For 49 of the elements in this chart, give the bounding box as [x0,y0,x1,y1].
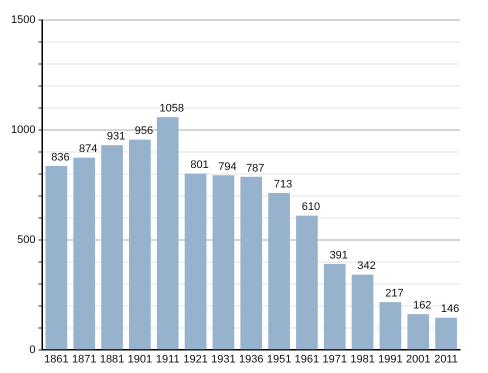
bar [352,274,374,350]
y-tick-label: 500 [17,234,36,246]
data-label: 836 [51,152,70,164]
x-tick-label: 1901 [128,353,152,366]
x-tick-label: 2011 [434,353,458,366]
bar [156,117,179,350]
x-tick-label: 1911 [156,353,180,366]
data-label: 391 [330,249,348,262]
y-tick-label: 0 [29,344,36,356]
x-tick-label: 1881 [100,353,124,366]
bar [407,314,430,350]
bar [101,145,123,350]
x-tick-label: 1971 [322,353,347,366]
data-label: 610 [302,201,320,214]
bar [240,176,262,350]
y-tick-label: 1500 [10,14,36,26]
x-tick-label: 1861 [44,353,69,366]
x-tick-label: 1981 [350,353,375,366]
bar [184,174,206,350]
bar [129,140,151,350]
data-label: 787 [246,162,264,174]
data-label: 794 [218,160,237,173]
y-tick-label: 1000 [10,124,36,136]
x-tick-label: 1921 [183,353,208,366]
data-label: 956 [134,125,154,138]
x-tick-label: 1936 [238,353,264,366]
x-tick-label: 1951 [266,353,292,366]
data-label: 342 [357,260,376,272]
x-tick-label: 1871 [72,353,96,366]
x-tick-label: 1991 [378,353,403,366]
x-tick-label: 1961 [294,353,320,366]
data-label: 162 [413,300,432,312]
bar [73,158,96,350]
bar [296,216,318,350]
data-label: 874 [79,143,98,156]
bar [380,302,402,350]
bar [46,166,68,350]
data-label: 217 [385,288,404,300]
bar [324,264,346,350]
bar [435,318,457,350]
bar [268,193,290,350]
data-label: 1058 [159,102,184,115]
data-label: 801 [190,159,209,172]
data-label: 713 [274,178,292,191]
bar [212,175,234,350]
x-tick-label: 1931 [211,353,236,366]
x-tick-label: 2001 [406,353,430,366]
data-label: 931 [106,130,126,143]
data-label: 146 [440,303,460,316]
